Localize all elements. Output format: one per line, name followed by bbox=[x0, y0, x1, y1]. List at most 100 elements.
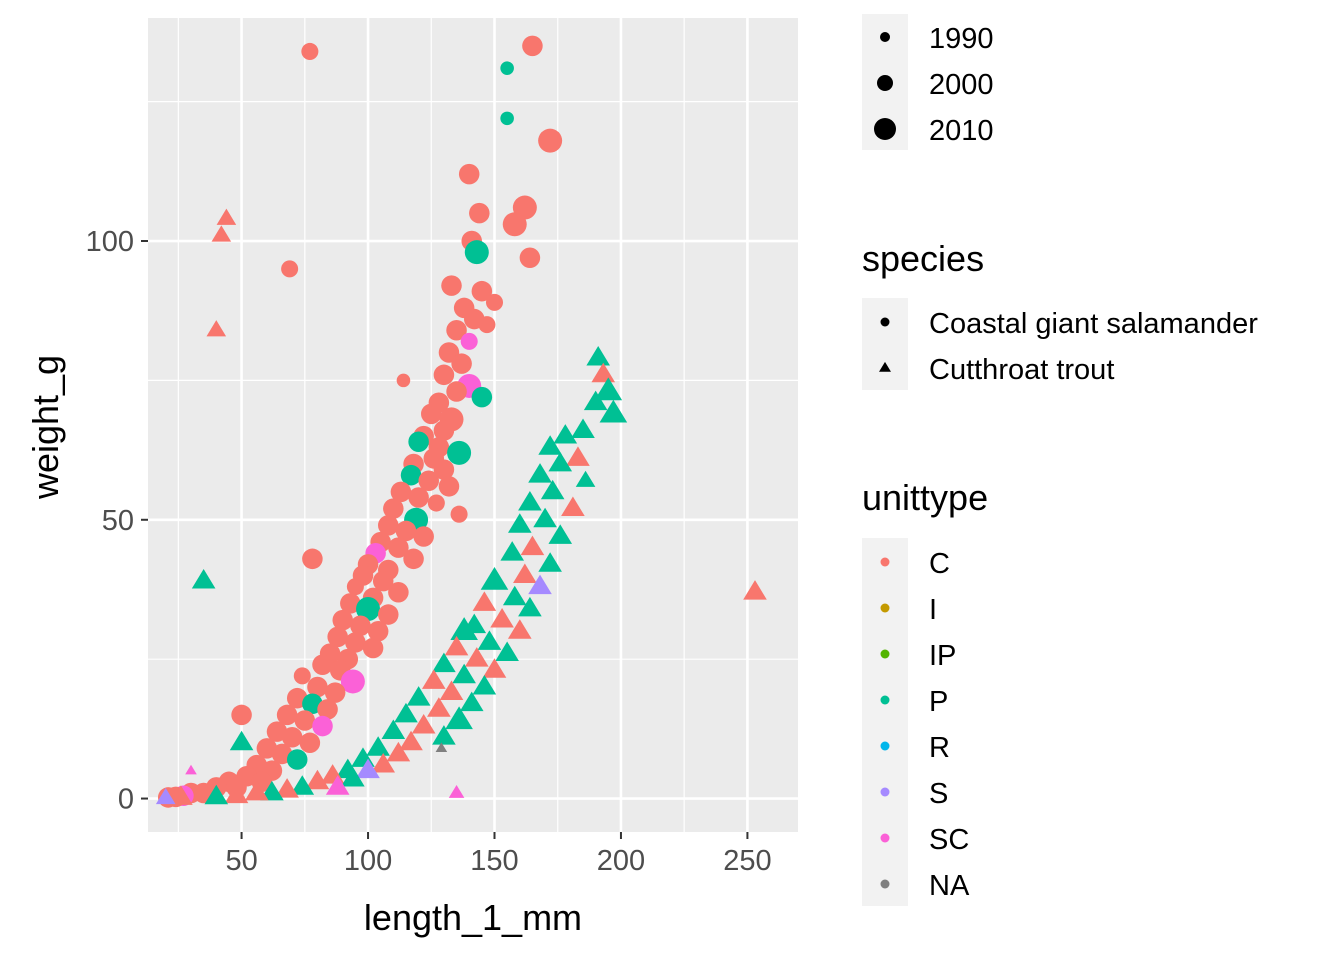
legend-unittype-key bbox=[880, 879, 890, 889]
point-trout bbox=[229, 730, 254, 751]
point-trout bbox=[305, 769, 330, 790]
x-axis: 50 100 150 200 250 bbox=[225, 832, 772, 877]
point-salamander bbox=[356, 596, 381, 621]
point-salamander bbox=[433, 459, 455, 480]
legend-unittype-label: NA bbox=[929, 870, 970, 902]
point-trout bbox=[586, 346, 610, 366]
point-salamander bbox=[367, 621, 389, 642]
point-trout bbox=[394, 702, 418, 723]
point-trout bbox=[244, 780, 269, 801]
point-salamander bbox=[307, 676, 328, 698]
point-trout bbox=[464, 647, 489, 667]
point-salamander bbox=[485, 293, 504, 311]
legend-unittype-label: SC bbox=[929, 824, 969, 856]
point-salamander bbox=[231, 704, 252, 726]
legend-unittype-label: I bbox=[929, 594, 937, 626]
point-salamander bbox=[427, 494, 445, 512]
point-salamander bbox=[293, 667, 311, 685]
point-trout bbox=[528, 463, 552, 483]
point-trout bbox=[502, 585, 527, 606]
legend-species: species Coastal giant salamander Cutthroa… bbox=[862, 238, 1258, 390]
legend-size-label: 1990 bbox=[929, 23, 994, 55]
point-salamander bbox=[312, 654, 333, 676]
point-salamander bbox=[378, 604, 399, 625]
point-salamander bbox=[408, 431, 429, 452]
point-trout bbox=[211, 225, 232, 242]
point-trout bbox=[216, 208, 237, 225]
point-salamander bbox=[276, 704, 298, 726]
legend-unittype-label: S bbox=[929, 778, 948, 810]
point-trout bbox=[381, 719, 406, 740]
point-salamander bbox=[438, 476, 460, 497]
point-salamander bbox=[281, 726, 303, 748]
point-trout bbox=[290, 775, 315, 795]
point-trout bbox=[518, 596, 542, 617]
point-salamander bbox=[312, 715, 333, 737]
legend-size-label: 2000 bbox=[929, 69, 994, 101]
legend-unittype-label: C bbox=[929, 548, 950, 580]
point-salamander bbox=[317, 699, 338, 720]
point-trout bbox=[533, 507, 557, 528]
y-axis: 0 50 100 bbox=[86, 226, 148, 816]
point-trout bbox=[575, 470, 596, 487]
legend-unittype-key bbox=[880, 649, 890, 659]
legend-species-keys-bg bbox=[862, 298, 908, 390]
point-trout bbox=[520, 535, 545, 556]
point-trout bbox=[500, 541, 525, 561]
point-salamander bbox=[447, 440, 472, 465]
point-salamander bbox=[390, 481, 412, 503]
x-tick-label: 100 bbox=[344, 845, 392, 877]
point-salamander bbox=[500, 111, 514, 126]
point-salamander bbox=[346, 578, 364, 596]
point-trout bbox=[399, 730, 423, 751]
point-salamander bbox=[372, 570, 394, 592]
point-salamander bbox=[446, 319, 467, 341]
point-salamander bbox=[299, 732, 321, 754]
point-salamander bbox=[451, 353, 472, 374]
point-trout bbox=[371, 753, 396, 773]
point-salamander bbox=[471, 386, 493, 408]
point-salamander bbox=[421, 403, 442, 425]
point-trout bbox=[427, 697, 451, 717]
point-trout bbox=[540, 479, 565, 500]
point-salamander bbox=[446, 381, 467, 402]
y-tick-label: 50 bbox=[102, 505, 134, 537]
point-trout bbox=[507, 513, 532, 533]
point-trout bbox=[341, 766, 365, 787]
point-trout bbox=[538, 552, 562, 572]
point-trout bbox=[548, 524, 573, 544]
point-salamander bbox=[500, 61, 514, 75]
point-trout bbox=[204, 784, 229, 805]
point-salamander bbox=[469, 202, 490, 224]
point-trout bbox=[356, 758, 380, 779]
point-salamander bbox=[408, 487, 429, 508]
point-salamander bbox=[362, 637, 384, 659]
x-tick-label: 150 bbox=[470, 845, 518, 877]
point-salamander bbox=[538, 128, 563, 153]
point-salamander bbox=[471, 280, 493, 302]
point-salamander bbox=[519, 247, 541, 269]
point-salamander bbox=[340, 593, 361, 614]
point-trout bbox=[528, 574, 552, 595]
point-trout bbox=[406, 686, 431, 706]
legend-unittype-label: P bbox=[929, 686, 948, 718]
point-trout bbox=[591, 362, 616, 383]
point-salamander bbox=[395, 520, 417, 542]
legend-species-key bbox=[879, 361, 891, 372]
point-salamander bbox=[396, 373, 411, 388]
point-trout bbox=[169, 785, 193, 805]
legend-species-label: Cutthroat trout bbox=[929, 354, 1114, 386]
point-salamander bbox=[388, 581, 409, 603]
point-salamander bbox=[340, 669, 365, 694]
point-trout bbox=[538, 435, 562, 455]
point-trout bbox=[448, 784, 465, 798]
legend-size-label: 2010 bbox=[929, 115, 994, 147]
legend-species-key bbox=[880, 317, 890, 327]
legend-unittype-key bbox=[880, 603, 890, 613]
point-trout bbox=[507, 619, 532, 639]
x-tick-label: 200 bbox=[597, 845, 645, 877]
legend-size: 1990 2000 2010 bbox=[862, 14, 994, 150]
point-trout bbox=[452, 663, 476, 684]
point-salamander bbox=[441, 275, 462, 296]
legend-unittype-label: R bbox=[929, 732, 950, 764]
